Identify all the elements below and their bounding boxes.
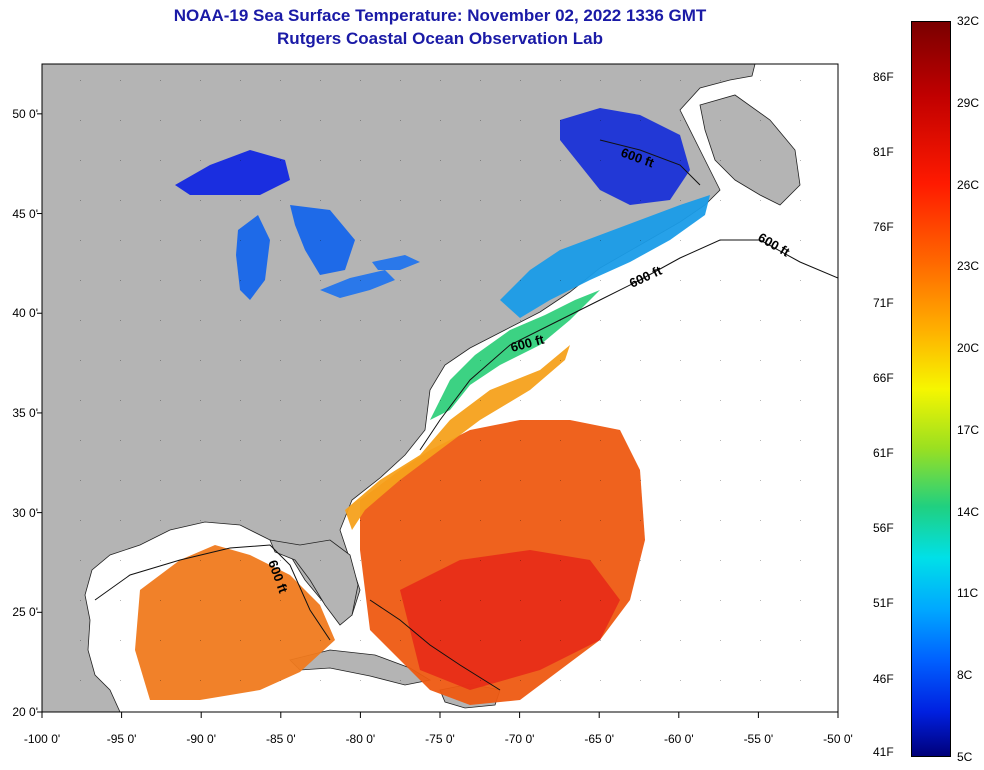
longitude-tick-label: -95 0' <box>106 732 137 746</box>
longitude-tick-label: -55 0' <box>743 732 774 746</box>
colorbar-celsius-label: 14C <box>957 504 980 519</box>
longitude-tick-label: -75 0' <box>425 732 455 746</box>
colorbar-fahrenheit-label: 81F <box>873 145 894 160</box>
colorbar-fahrenheit-label: 66F <box>873 370 894 385</box>
longitude-tick-label: -80 0' <box>345 732 376 746</box>
colorbar-celsius-label: 26C <box>957 177 980 192</box>
latitude-tick-label: 35 0' <box>12 405 38 420</box>
colorbar-celsius-label: 17C <box>957 422 980 437</box>
longitude-tick-label: -90 0' <box>186 732 217 746</box>
graticule <box>42 64 838 712</box>
map-subtitle: Rutgers Coastal Ocean Observation Lab <box>277 29 603 48</box>
colorbar-celsius-label: 8C <box>957 668 973 683</box>
colorbar-celsius-label: 29C <box>957 95 980 110</box>
colorbar-celsius-label: 11C <box>957 586 979 601</box>
colorbar-fahrenheit-label: 76F <box>873 220 894 235</box>
longitude-tick-label: -60 0' <box>663 732 694 746</box>
latitude-tick-label: 40 0' <box>12 306 38 321</box>
longitude-tick-label: -50 0' <box>823 732 853 746</box>
latitude-tick-label: 25 0' <box>12 605 38 620</box>
longitude-tick-label: -100 0' <box>23 732 61 746</box>
temperature-colorbar <box>911 21 951 757</box>
colorbar-fahrenheit-label: 56F <box>873 521 894 536</box>
colorbar-fahrenheit-label: 51F <box>873 596 894 611</box>
latitude-tick-label: 50 0' <box>12 106 38 121</box>
longitude-tick-label: -85 0' <box>265 732 296 746</box>
latitude-tick-label: 30 0' <box>12 505 38 520</box>
colorbar-celsius-label: 23C <box>957 259 980 274</box>
colorbar-fahrenheit-label: 41F <box>873 745 894 759</box>
map-title: NOAA-19 Sea Surface Temperature: Novembe… <box>173 6 707 25</box>
colorbar-fahrenheit-label: 46F <box>873 671 894 686</box>
colorbar-celsius-label: 20C <box>957 341 980 356</box>
longitude-tick-label: -70 0' <box>504 732 535 746</box>
colorbar-fahrenheit-label: 86F <box>873 70 894 84</box>
colorbar-celsius-label: 32C <box>957 14 980 28</box>
colorbar-fahrenheit-label: 61F <box>873 446 894 460</box>
latitude-tick-label: 45 0' <box>12 206 38 221</box>
longitude-tick-label: -65 0' <box>584 732 615 746</box>
colorbar-celsius-label: 5C <box>957 750 973 764</box>
latitude-tick-label: 20 0' <box>12 705 38 719</box>
axis-ticks <box>37 113 839 718</box>
colorbar-fahrenheit-label: 71F <box>873 295 894 310</box>
